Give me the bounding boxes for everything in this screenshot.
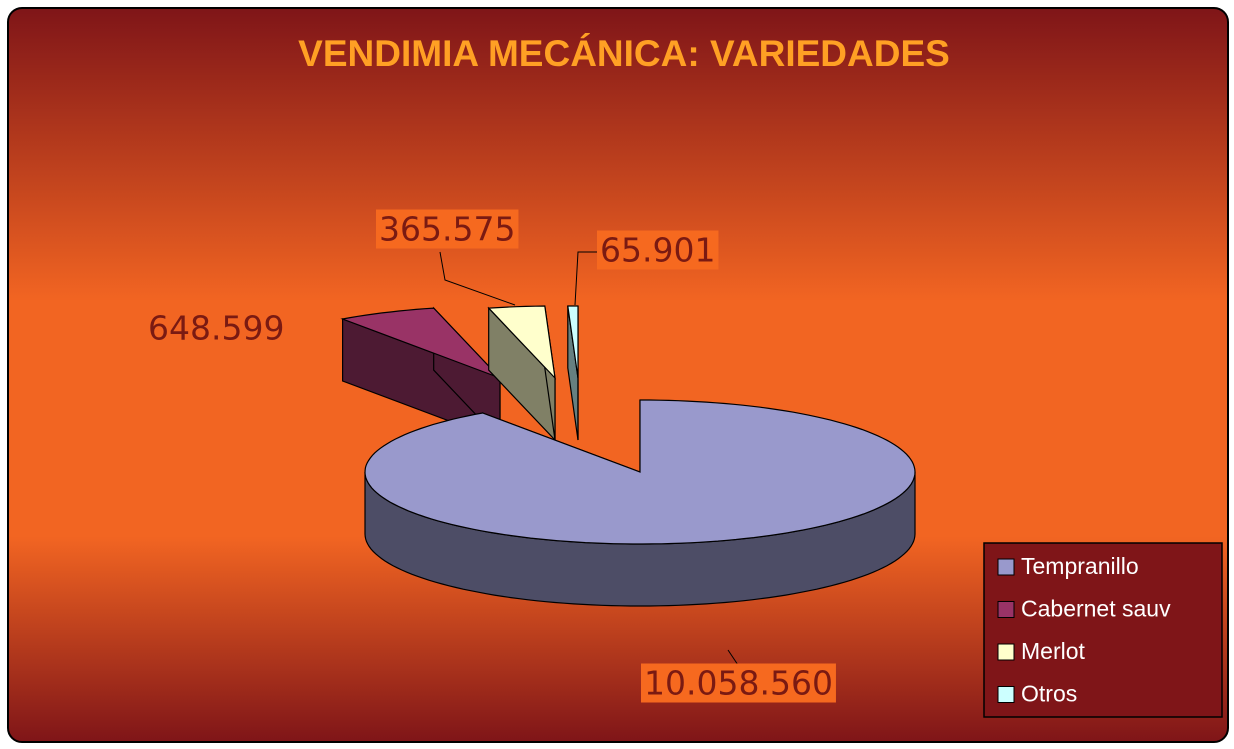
data-label-box: [376, 209, 519, 249]
legend-swatch: [997, 558, 1015, 576]
legend-swatch: [997, 643, 1015, 661]
legend-label: Merlot: [1021, 638, 1086, 664]
pie-slice: [364, 399, 916, 607]
data-label: 365.575: [379, 210, 515, 249]
pie-slice: [487, 305, 556, 442]
leader-line: [727, 649, 739, 666]
data-label: 10.058.560: [644, 664, 833, 703]
pie-slice: [567, 305, 579, 441]
leader-line: [574, 251, 597, 306]
leader-line: [439, 251, 516, 306]
slice-top: [340, 307, 501, 379]
data-label-box: [641, 663, 836, 703]
data-label-box: [597, 230, 719, 270]
data-label: 648.599: [148, 309, 284, 348]
legend-swatch: [997, 686, 1015, 703]
slice-top: [487, 305, 556, 380]
data-label: 65.901: [600, 231, 715, 270]
legend-swatch: [997, 601, 1015, 618]
legend: [983, 542, 1223, 718]
slice-top: [567, 305, 579, 379]
chart-background: [7, 7, 1229, 743]
slice-top: [364, 399, 916, 545]
legend-label: Tempranillo: [1021, 553, 1139, 579]
chart-title: VENDIMIA MECÁNICA: VARIEDADES: [298, 33, 950, 74]
legend-label: Otros: [1021, 681, 1077, 707]
legend-label: Cabernet sauv: [1021, 596, 1171, 622]
